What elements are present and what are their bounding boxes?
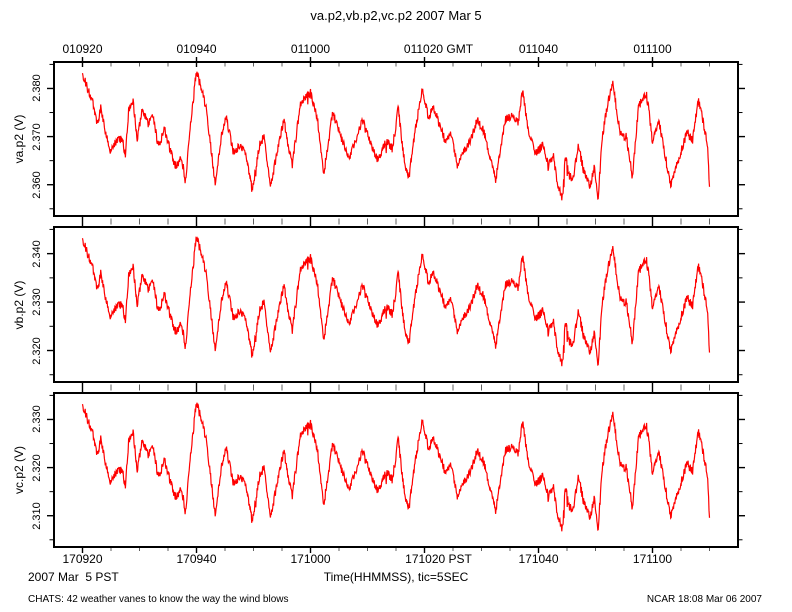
gmt-tick-label-011100: 011100 xyxy=(633,42,672,56)
y-tick-label-va.p2-2.370: 2.370 xyxy=(31,122,43,151)
date-label: 2007 Mar 5 PST xyxy=(28,570,119,584)
pst-tick-label-171040: 171040 xyxy=(518,552,559,566)
panel-va-p2 xyxy=(47,61,745,217)
y-tick-label-vc.p2-2.310: 2.310 xyxy=(31,501,43,530)
trace-vc-p2 xyxy=(81,402,711,532)
y-tick-label-vc.p2-2.330: 2.330 xyxy=(31,405,43,434)
x-axis-title: Time(HHMMSS), tic=5SEC xyxy=(323,570,469,584)
trace-va-p2 xyxy=(81,71,711,201)
y-tick-label-vb.p2-2.340: 2.340 xyxy=(31,239,43,268)
y-tick-label-vb.p2-2.330: 2.330 xyxy=(31,288,43,316)
gmt-tick-label-011000: 011000 xyxy=(290,42,331,56)
y-tick-label-va.p2-2.360: 2.360 xyxy=(31,170,43,199)
y-tick-label-va.p2-2.380: 2.380 xyxy=(31,74,43,103)
gmt-tick-label-010940: 010940 xyxy=(176,42,217,56)
y-axis-title-vb.p2: vb.p2 (V) xyxy=(12,280,26,329)
gmt-tick-label-011020: 011020 GMT xyxy=(403,42,474,56)
footer-timestamp: NCAR 18:08 Mar 06 2007 xyxy=(646,594,762,605)
trace-vb-p2 xyxy=(81,236,711,367)
pst-tick-label-171020: 171020 PST xyxy=(405,552,472,566)
panel-vc-p2 xyxy=(47,392,745,548)
pst-tick-label-170940: 170940 xyxy=(176,552,217,566)
panel-vb-p2 xyxy=(47,226,745,383)
footer-project-note: CHATS: 42 weather vanes to know the way … xyxy=(28,594,289,605)
gap-axis-ticks-2 xyxy=(81,382,710,393)
y-tick-label-vb.p2-2.320: 2.320 xyxy=(31,336,43,365)
chart-title: va.p2,vb.p2,vc.p2 2007 Mar 5 xyxy=(310,8,482,23)
pst-tick-label-171000: 171000 xyxy=(290,552,331,566)
panel-border-vc-p2 xyxy=(53,392,739,548)
panel-border-va-p2 xyxy=(53,61,739,217)
gmt-tick-label-010920: 010920 xyxy=(62,42,103,56)
pst-tick-label-170920: 170920 xyxy=(62,552,103,566)
gap-axis-ticks-1 xyxy=(81,216,710,227)
y-axis-title-vc.p2: vc.p2 (V) xyxy=(12,445,26,495)
pst-tick-label-171100: 171100 xyxy=(632,552,673,566)
gmt-tick-label-011040: 011040 xyxy=(518,42,559,56)
panel-border-vb-p2 xyxy=(53,226,739,383)
y-axis-title-va.p2: va.p2 (V) xyxy=(12,114,26,164)
y-tick-label-vc.p2-2.320: 2.320 xyxy=(31,453,43,482)
